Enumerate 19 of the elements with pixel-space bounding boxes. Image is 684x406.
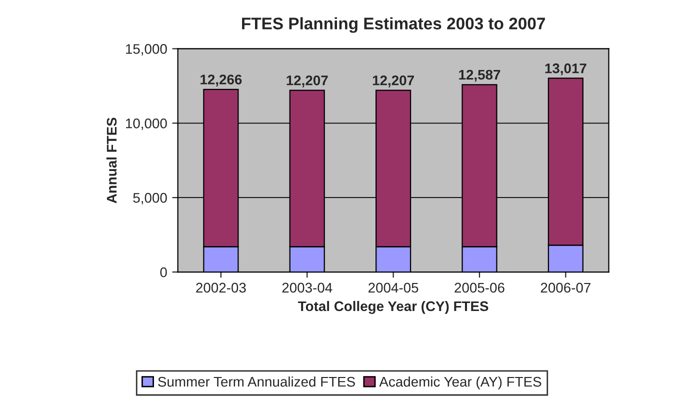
x-tick-label: 2004-05: [368, 282, 418, 293]
total-label: 12,266: [200, 74, 242, 86]
total-label: 12,587: [459, 70, 500, 82]
x-tick-label: 2006-07: [540, 282, 590, 293]
y-tick-label: 10,000: [126, 118, 167, 130]
total-label: 12,207: [286, 75, 328, 88]
y-tick-label: 5,000: [133, 192, 167, 204]
chart-title: FTES Planning Estimates 2003 to 2007: [242, 17, 545, 33]
x-tick-label: 2003-04: [282, 282, 332, 293]
total-label: 12,207: [372, 75, 414, 88]
x-tick-label: 2002-03: [196, 282, 246, 293]
y-tick-label: 15,000: [126, 44, 167, 56]
y-axis-title: Annual FTES: [106, 118, 117, 204]
total-label: 13,017: [545, 63, 586, 76]
legend-label: Summer Term Annualized FTES: [158, 376, 355, 387]
legend-label: Academic Year (AY) FTES: [379, 376, 542, 390]
y-tick-label: 0: [160, 267, 167, 278]
x-axis-title: Total College Year (CY) FTES: [298, 300, 488, 314]
x-tick-label: 2005-06: [454, 282, 504, 293]
